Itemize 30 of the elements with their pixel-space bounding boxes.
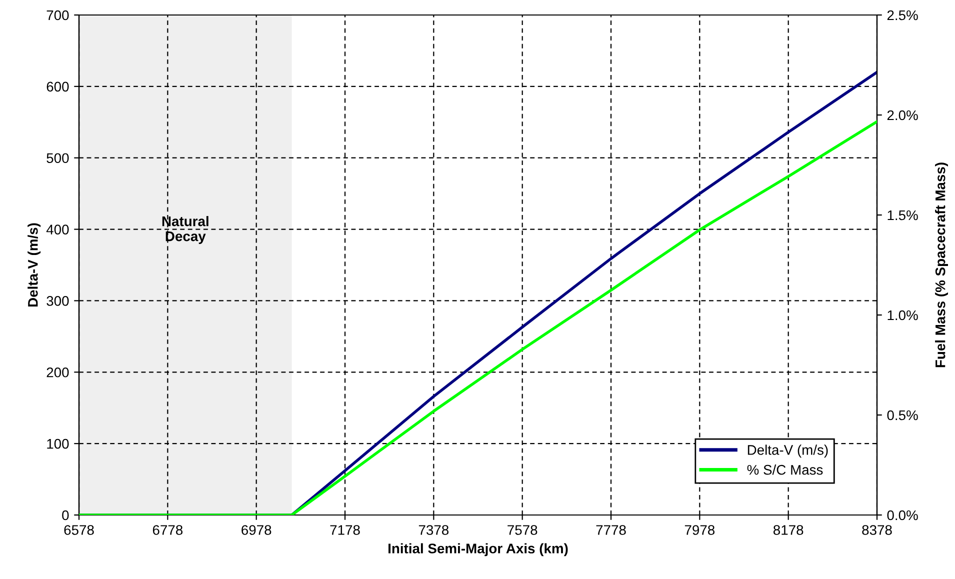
x-tick-label: 6778 — [152, 525, 183, 535]
y-tick-label: 200 — [46, 367, 69, 378]
band-label: Natural Decay — [162, 216, 208, 244]
x-tick-label: 7378 — [418, 525, 449, 535]
x-axis-title: Initial Semi-Major Axis (km) — [388, 543, 568, 556]
x-tick-label: 8378 — [862, 525, 892, 535]
y-tick-label: 300 — [46, 296, 69, 306]
legend-label: Delta-V (m/s) — [748, 444, 828, 458]
y2-tick-label: 0.0% — [887, 510, 918, 520]
y2-tick-label: 1.0% — [888, 310, 918, 320]
x-tick-label: 8178 — [773, 525, 804, 535]
x-tick-label: 7978 — [684, 525, 715, 535]
y-tick-label: 600 — [46, 82, 69, 92]
y-tick-label: 700 — [46, 10, 69, 20]
y-tick-label: 400 — [46, 224, 69, 234]
y-tick-label: 100 — [47, 438, 69, 449]
y-tick-label: 0 — [62, 510, 69, 520]
y2-tick-label: 2.5% — [887, 10, 918, 20]
x-tick-label: 7178 — [330, 525, 360, 535]
y2-tick-label: 0.5% — [887, 410, 918, 420]
y2-axis-title: Fuel Mass (% Spacecraft Mass) — [935, 162, 948, 368]
x-tick-label: 7578 — [508, 525, 538, 535]
x-tick-label: 7778 — [596, 525, 626, 535]
x-tick-label: 6978 — [242, 525, 272, 535]
y2-tick-label: 1.5% — [888, 210, 918, 220]
y-axis-title: Delta-V (m/s) — [28, 223, 41, 307]
x-tick-label: 6578 — [64, 525, 94, 535]
y-tick-label: 500 — [46, 153, 69, 164]
y2-tick-label: 2.0% — [887, 110, 918, 120]
legend-label: % S/C Mass — [747, 464, 823, 475]
